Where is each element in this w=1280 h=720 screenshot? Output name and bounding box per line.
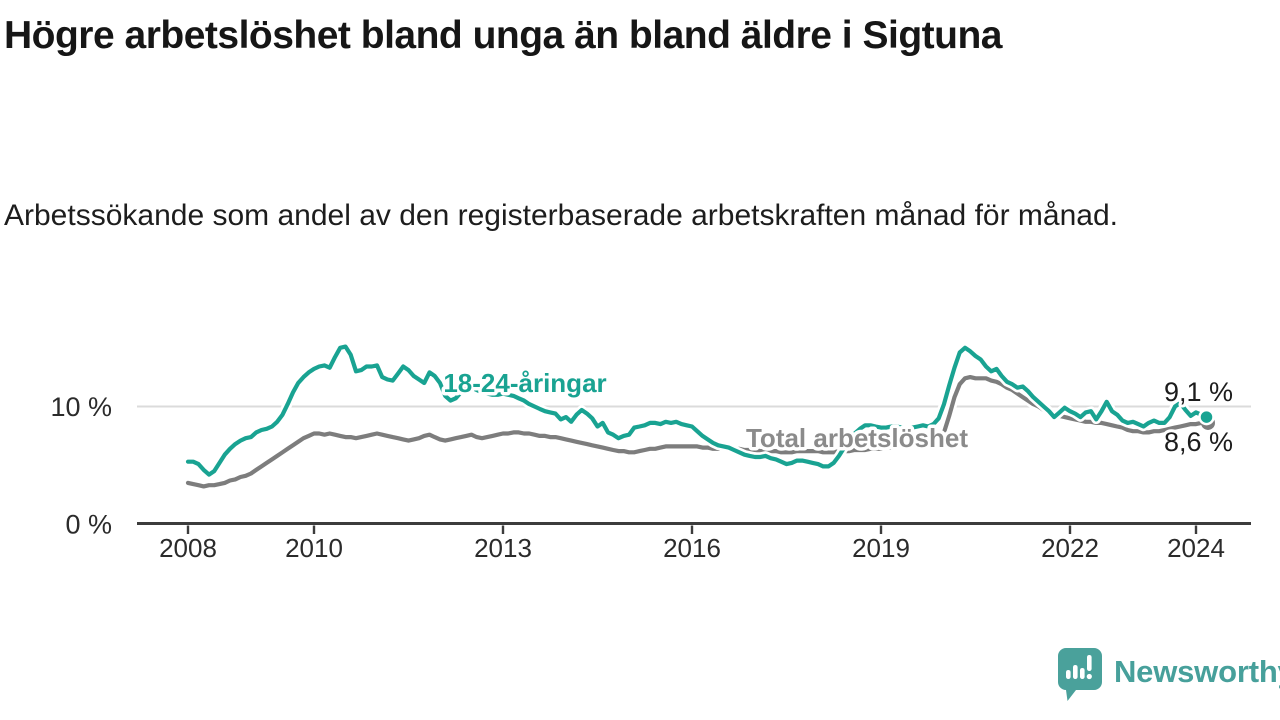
end-dots-layer: [1198, 408, 1215, 430]
series-lines-layer: [183, 341, 1212, 492]
annotation-layer: 18-24-åringar Total arbetslöshet 9,1 % 8…: [440, 365, 1236, 461]
x-axis-label: 2013: [474, 533, 532, 563]
chart-subtitle: Arbetssökande som andel av den registerb…: [4, 199, 1118, 232]
x-axis-label: 2016: [663, 533, 721, 563]
exclamation-dot: [1086, 673, 1092, 680]
x-axis-label: 2024: [1167, 533, 1225, 563]
newsworthy-logo: Newsworthy: [1054, 646, 1280, 704]
x-axis-label: 2019: [852, 533, 910, 563]
exclamation-bar: [1087, 655, 1092, 671]
bar-small: [1066, 670, 1071, 679]
end-value-label-total: 8,6 %: [1164, 427, 1233, 457]
end-dot-youth: [1198, 408, 1215, 426]
series-casing-youth: [183, 341, 1212, 480]
bar-tall: [1073, 665, 1078, 679]
newsworthy-logo-text: Newsworthy: [1114, 654, 1280, 689]
x-axis-label: 2022: [1041, 533, 1099, 563]
x-axis-layer: 2008 2010 2013 2016 2019 2022 2024: [137, 522, 1251, 563]
y-axis-label: 0 %: [65, 510, 112, 540]
x-axis-label: 2008: [159, 533, 217, 563]
series-line-youth: [185, 344, 1209, 477]
series-label-total: Total arbetslöshet: [746, 423, 968, 453]
x-axis-label: 2010: [285, 533, 343, 563]
bar-medium: [1080, 668, 1085, 679]
chart-title: Högre arbetslöshet bland unga än bland ä…: [4, 14, 1002, 57]
series-label-youth: 18-24-åringar: [443, 368, 606, 398]
newsworthy-logo-icon: [1058, 648, 1102, 701]
end-value-label-youth: 9,1 %: [1164, 377, 1233, 407]
y-axis-label: 10 %: [50, 392, 112, 422]
